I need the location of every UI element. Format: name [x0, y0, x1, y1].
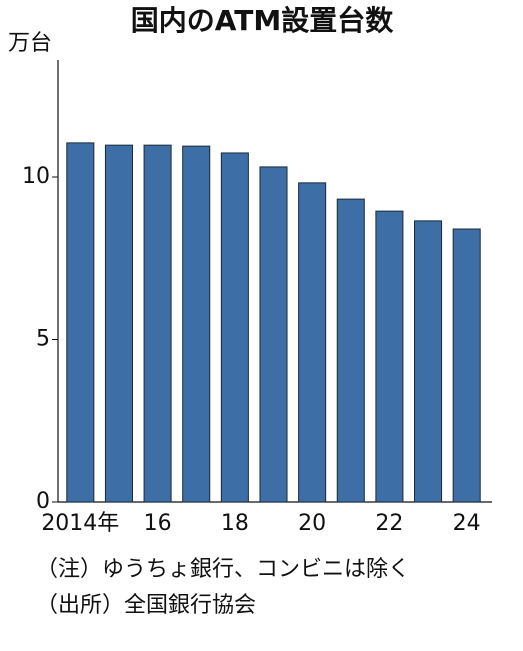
bar [104, 144, 133, 503]
bar [143, 144, 172, 503]
bar [375, 210, 404, 503]
bar [259, 166, 288, 503]
y-axis-label: 万台 [8, 31, 52, 56]
bar [414, 220, 443, 503]
note: （出所）全国銀行協会 [36, 593, 256, 618]
x-tick-label: 24 [453, 511, 481, 536]
bar [182, 145, 211, 503]
y-tick-label: 10 [22, 164, 50, 189]
note: （注）ゆうちょ銀行、コンビニは除く [36, 557, 410, 582]
y-tick-label: 0 [36, 489, 50, 514]
x-tick-label: 16 [144, 511, 172, 536]
bar [336, 198, 365, 503]
bar [452, 228, 481, 503]
x-tick-label: 18 [221, 511, 249, 536]
x-tick-label: 22 [375, 511, 403, 536]
x-tick-label: 20 [298, 511, 326, 536]
bar [66, 142, 95, 503]
chart-title: 国内のATM設置台数 [131, 4, 394, 37]
bar [220, 152, 249, 503]
y-tick-label: 5 [36, 327, 50, 352]
bar [298, 182, 327, 503]
x-tick-label: 2014年 [41, 511, 119, 536]
